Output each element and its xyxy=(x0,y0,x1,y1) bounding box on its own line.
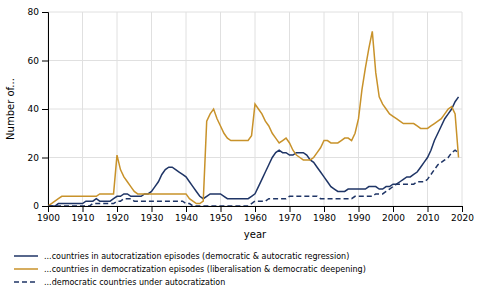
tick: 1920 xyxy=(106,206,129,223)
tick-label: 1920 xyxy=(106,213,129,223)
tick: 2000 xyxy=(382,206,405,223)
tick-label: 1930 xyxy=(141,213,164,223)
grid-line-y xyxy=(48,12,462,13)
legend: ...countries in autocratization episodes… xyxy=(14,252,366,287)
tick-label: 2020 xyxy=(451,213,474,223)
tick-mark xyxy=(42,109,48,110)
legend-swatch xyxy=(14,255,38,257)
axis-line xyxy=(49,207,463,213)
tick: 1970 xyxy=(279,206,302,223)
line xyxy=(48,31,459,206)
grid-line-y xyxy=(48,157,462,158)
line xyxy=(48,150,459,206)
tick: 2010 xyxy=(417,206,440,223)
plot: 1900 1910 1920 1930 1940 1950 1960 1970 1980 1990… xyxy=(5,7,474,240)
tick-mark xyxy=(83,206,84,212)
tick-label: 20 xyxy=(28,153,40,163)
legend-swatch xyxy=(14,268,38,270)
tick: 1930 xyxy=(141,206,164,223)
tick: 1980 xyxy=(313,206,336,223)
grid-line-y xyxy=(48,60,462,61)
legend-item: ...countries in democratization episodes… xyxy=(14,265,366,274)
tick-label: 1970 xyxy=(279,213,302,223)
tick: 2020 xyxy=(451,206,474,223)
lines xyxy=(48,31,459,206)
tick-label: 1960 xyxy=(244,213,267,223)
tick-mark xyxy=(290,206,291,212)
tick: 1910 xyxy=(72,206,95,223)
tick-label: 40 xyxy=(28,104,40,114)
x-axis-title: year xyxy=(244,229,267,240)
y-axis-title: Number of... xyxy=(5,78,16,140)
tick: 1960 xyxy=(244,206,267,223)
tick-label: 0 xyxy=(33,201,39,211)
legend-item: ...democratic countries under autocratiz… xyxy=(14,278,225,287)
tick-mark xyxy=(324,206,325,212)
tick-mark xyxy=(255,206,256,212)
tick-mark xyxy=(359,206,360,212)
legend-item: ...countries in autocratization episodes… xyxy=(14,252,349,261)
tick: 80 xyxy=(28,7,48,17)
tick: 1990 xyxy=(348,206,371,223)
tick: 60 xyxy=(28,56,48,66)
tick-mark xyxy=(42,61,48,62)
x-axis: 1900 1910 1920 1930 1940 1950 1960 1970 1980 1990… xyxy=(37,206,474,223)
tick-mark xyxy=(117,206,118,212)
tick-label: 2000 xyxy=(382,213,405,223)
tick-label: 1990 xyxy=(348,213,371,223)
tick-label: 80 xyxy=(28,7,40,17)
tick-mark xyxy=(462,206,463,212)
legend-label: ...countries in democratization episodes… xyxy=(44,265,366,274)
legend-swatch xyxy=(14,281,38,283)
tick-label: 2010 xyxy=(417,213,440,223)
tick-label: 1940 xyxy=(175,213,198,223)
axis-line xyxy=(42,13,49,207)
tick: 0 xyxy=(33,201,48,211)
chart: 1900 1910 1920 1930 1940 1950 1960 1970 1980 1990… xyxy=(0,0,480,304)
tick: 1950 xyxy=(210,206,233,223)
tick: 20 xyxy=(28,153,48,163)
legend-label: ...democratic countries under autocratiz… xyxy=(44,278,225,287)
tick-mark xyxy=(42,12,48,13)
tick: 1940 xyxy=(175,206,198,223)
tick: 1900 xyxy=(37,206,60,223)
tick-label: 60 xyxy=(28,56,40,66)
tick-label: 1900 xyxy=(37,213,60,223)
tick-mark xyxy=(42,206,48,207)
tick-label: 1910 xyxy=(72,213,95,223)
tick-mark xyxy=(221,206,222,212)
tick-mark xyxy=(152,206,153,212)
tick-label: 1980 xyxy=(313,213,336,223)
tick-mark xyxy=(186,206,187,212)
tick: 40 xyxy=(28,104,48,114)
tick-mark xyxy=(42,158,48,159)
tick-mark xyxy=(428,206,429,212)
grid xyxy=(48,12,462,206)
y-axis: 0 20 40 60 80 xyxy=(28,7,49,211)
tick-label: 1950 xyxy=(210,213,233,223)
legend-label: ...countries in autocratization episodes… xyxy=(44,252,349,261)
tick-mark xyxy=(393,206,394,212)
